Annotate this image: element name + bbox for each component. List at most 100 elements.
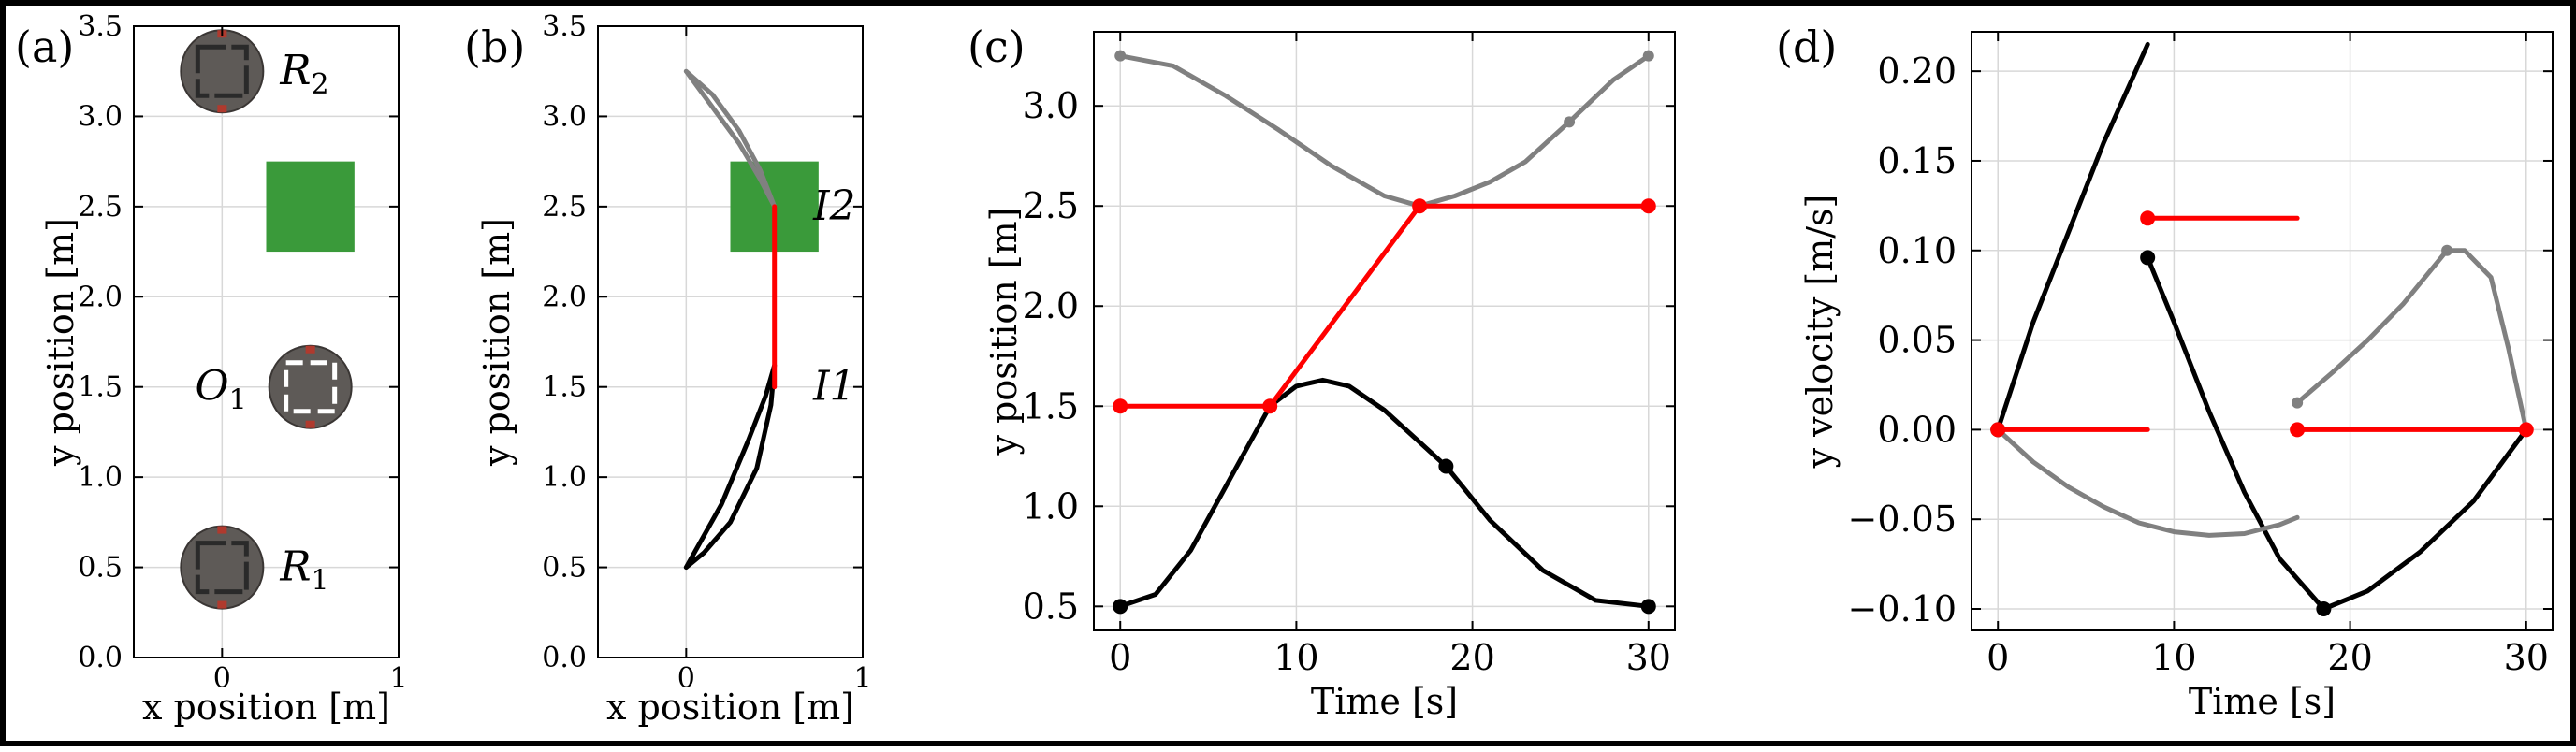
series-marker-red (1262, 398, 1278, 414)
panel-label: (c) (968, 22, 1026, 72)
x-tick-label: 1 (853, 662, 871, 695)
robot-r1: R1 (180, 525, 329, 610)
x-axis-label: Time [s] (1311, 681, 1458, 722)
series-marker-red (1640, 198, 1656, 214)
y-tick-label: 2.5 (1023, 185, 1079, 226)
annotation-label: I1 (812, 363, 855, 411)
robot-o1: O1 (195, 344, 353, 429)
robot-led (305, 420, 315, 428)
x-tick-label: 0 (1987, 637, 2009, 678)
series-line-black (1117, 377, 1652, 609)
x-axis-label: x position [m] (606, 687, 854, 728)
x-tick-label: 0 (677, 662, 695, 695)
series-marker-red (1412, 198, 1428, 214)
obstacle-square (266, 161, 355, 253)
robot-led (217, 526, 227, 534)
series-marker-gray (2292, 397, 2304, 409)
y-tick-label: 1.0 (1023, 485, 1079, 527)
y-axis-label: y position [m] (983, 208, 1025, 456)
series-marker-black (1640, 599, 1656, 615)
y-tick-label: 3.5 (542, 10, 587, 43)
robot-r2: R2 (180, 29, 329, 114)
x-tick-label: 0 (1109, 637, 1131, 678)
series-line-gray (1995, 427, 2300, 538)
y-tick-label: 0.0 (542, 642, 587, 674)
x-tick-label: 20 (2327, 637, 2372, 678)
panel-b: I2 I1 0 1 0.0 0.5 1.0 1.5 2.0 2.5 3.0 3.5 x position… (464, 10, 872, 728)
x-tick-label: 30 (2504, 637, 2549, 678)
y-tick-label: 2.0 (78, 281, 123, 313)
y-tick-label: 0.5 (78, 552, 123, 585)
robot-label: O1 (195, 363, 246, 417)
robot-body (268, 344, 353, 429)
series-line-black (2145, 254, 2529, 612)
panel-label: (d) (1776, 22, 1837, 72)
series-marker-red (1990, 422, 2006, 438)
y-axis-label: y position [m] (40, 218, 81, 467)
series-marker-black (1113, 599, 1128, 615)
y-tick-label: 0.5 (542, 552, 587, 585)
robot-marker (195, 541, 249, 595)
series-line-red (1117, 203, 1652, 409)
panel-c: 0 10 20 30 0.5 1.0 1.5 2.0 2.5 3.0 Time [s] y posit… (968, 22, 1676, 722)
x-tick-label: 1 (389, 662, 407, 695)
y-tick-label: 1.5 (78, 371, 123, 404)
y-tick-label: 3.0 (1023, 85, 1079, 126)
y-tick-label: 3.0 (78, 100, 123, 133)
y-tick-label: 2.5 (78, 191, 123, 224)
y-tick-label: 0.0 (78, 642, 123, 674)
axes-frame (1093, 31, 1676, 631)
series-marker-black (2316, 601, 2332, 617)
y-tick-label: 2.0 (542, 281, 587, 313)
y-tick-label: 0.15 (1877, 140, 1957, 181)
series-marker-red (1113, 398, 1128, 414)
series-line-gray (1117, 53, 1652, 209)
series-marker-gray (1642, 50, 1654, 62)
y-tick-label: 0.20 (1877, 51, 1957, 92)
robot-label-name: R (279, 47, 311, 94)
panel-label: (b) (464, 22, 525, 72)
y-tick-label: 2.0 (1023, 285, 1079, 326)
series-marker-gray (1564, 116, 1576, 128)
y-tick-label: 3.5 (78, 10, 123, 43)
robot-label: R2 (279, 47, 328, 101)
y-tick-label: 1.5 (542, 371, 587, 404)
y-tick-label: 0.00 (1877, 409, 1957, 450)
axes-frame (1971, 31, 2554, 631)
robot-label-name: R (279, 543, 311, 591)
y-axis-label: y position [m] (476, 218, 517, 467)
x-axis-label: Time [s] (2189, 681, 2336, 722)
axes-frame (597, 25, 864, 658)
y-tick-label: 0.10 (1877, 230, 1957, 271)
robot-body (180, 29, 265, 114)
series-marker-gray (2441, 244, 2453, 256)
y-tick-label: 2.5 (542, 191, 587, 224)
series-marker-red (2140, 210, 2156, 226)
robot-body (180, 525, 265, 610)
annotation-label: I2 (812, 182, 855, 230)
robot-marker (195, 44, 249, 98)
robot-led (217, 105, 227, 113)
y-tick-label: −0.05 (1848, 499, 1957, 540)
y-tick-label: −0.10 (1848, 588, 1957, 629)
series-marker-red (2518, 422, 2534, 438)
robot-label: R1 (279, 543, 328, 598)
y-tick-label: 3.0 (542, 100, 587, 133)
panel-label: (a) (15, 22, 74, 72)
axes-frame (133, 25, 400, 658)
series-marker-gray (1114, 50, 1127, 62)
y-tick-label: 0.05 (1877, 320, 1957, 361)
panel-d: 0 10 20 30 −0.10 −0.05 0.00 0.05 0.10 0.15 0.20 Tim… (1776, 22, 2554, 722)
robot-label-subscript: 2 (311, 68, 328, 101)
y-tick-label: 1.0 (78, 461, 123, 494)
x-tick-label: 0 (213, 662, 231, 695)
x-axis-label: x position [m] (142, 687, 390, 728)
series-marker-black (1438, 458, 1454, 474)
x-tick-label: 10 (1273, 637, 1318, 678)
x-tick-label: 30 (1626, 637, 1671, 678)
x-tick-label: 10 (2151, 637, 2196, 678)
robot-label-name: O (195, 363, 228, 411)
